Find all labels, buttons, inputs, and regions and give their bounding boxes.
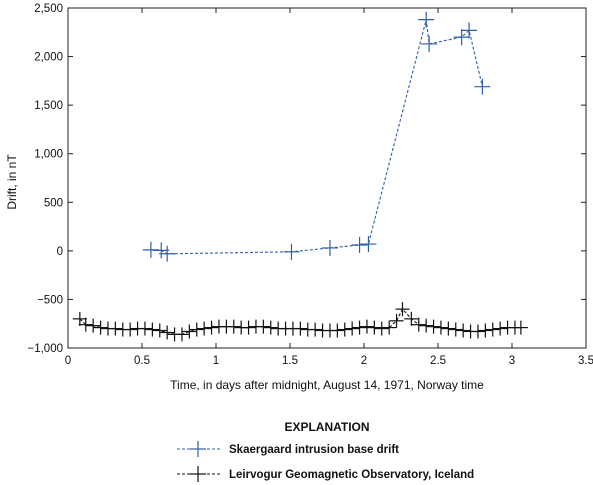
series-0-point (421, 35, 438, 52)
y-axis: −1,000 −500 0 500 1,000 1,500 2,000 2,500 (28, 3, 586, 355)
legend-label: Leirvogur Geomagnetic Observatory, Icela… (229, 469, 474, 481)
series-1-point (308, 322, 323, 337)
series-1-point (108, 321, 123, 336)
series-1-point (182, 324, 197, 339)
y-tick-label: 0 (57, 246, 63, 258)
series-1-point (86, 318, 101, 333)
series-1-point (123, 322, 138, 337)
y-tick-label: 1,500 (34, 100, 63, 112)
series-0-point (418, 11, 435, 28)
series-0-point (321, 239, 338, 256)
plot-area (67, 7, 587, 349)
series-1-point (513, 320, 528, 335)
x-tick-label: 2 (361, 355, 367, 367)
x-tick-label: 3.5 (578, 355, 593, 367)
series-1-point (359, 319, 374, 334)
series-0-point (360, 236, 377, 253)
series-1-point (337, 322, 352, 337)
series-line-0 (150, 19, 483, 255)
series-1-point (330, 323, 345, 338)
series-0-point (453, 29, 470, 46)
series-1-point (448, 322, 463, 337)
series-1-point (433, 320, 448, 335)
series-0-point (474, 78, 491, 95)
x-tick-label: 1.5 (282, 355, 298, 367)
series-1-point (145, 322, 160, 337)
series-1-point (404, 311, 419, 326)
series-1-point (152, 323, 167, 338)
x-tick-label: 0 (65, 355, 71, 367)
series-1-point (367, 320, 382, 335)
series-1-point (293, 321, 308, 336)
y-tick-label: 1,000 (34, 149, 63, 161)
y-tick-label: −500 (37, 294, 63, 306)
legend-title: EXPLANATION (284, 420, 369, 434)
series-1-point (411, 317, 426, 332)
series-1-point (352, 320, 367, 335)
x-tick-label: 3 (509, 355, 515, 367)
x-tick-label: 2.5 (430, 355, 446, 367)
series-1-point (174, 327, 189, 342)
y-tick-label: 500 (44, 197, 63, 209)
series-1-point (93, 320, 108, 335)
series-1-point (197, 321, 212, 336)
y-tick-label: −1,000 (28, 343, 64, 355)
series-1-point (78, 317, 93, 332)
legend: Skaergaard intrusion base drift Leirvogur… (177, 441, 474, 482)
series-1-point (256, 319, 271, 334)
x-axis-label: Time, in days after midnight, August 14,… (170, 378, 484, 392)
series-1-point (160, 325, 175, 340)
y-tick-label: 2,000 (34, 52, 63, 64)
series-1-point (493, 321, 508, 336)
x-tick-label: 1 (213, 355, 219, 367)
series-layer (72, 11, 528, 342)
series-1-point (456, 323, 471, 338)
series-1-point (389, 313, 404, 328)
series-0-point (461, 22, 478, 39)
legend-swatch-marker (190, 466, 206, 482)
series-1-point (485, 322, 500, 337)
series-1-point (426, 319, 441, 334)
series-0-point (283, 243, 300, 260)
series-1-point (72, 311, 87, 326)
series-1-point (395, 302, 410, 317)
series-1-point (189, 322, 204, 337)
series-1-point (204, 320, 219, 335)
series-1-point (226, 319, 241, 334)
series-1-point (382, 320, 397, 335)
series-1-point (263, 320, 278, 335)
series-1-point (345, 321, 360, 336)
legend-label: Skaergaard intrusion base drift (229, 444, 399, 456)
legend-swatch-marker (190, 441, 206, 457)
series-1-point (478, 323, 493, 338)
series-1-point (470, 324, 485, 339)
series-1-point (137, 321, 152, 336)
y-axis-label: Drift, in nT (5, 154, 19, 210)
series-0-point (351, 237, 368, 254)
series-1-point (441, 321, 456, 336)
series-0-point (159, 245, 176, 262)
series-1-point (241, 320, 256, 335)
x-axis: 0 0.5 1 1.5 2 2.5 3 3.5 (65, 8, 593, 367)
y-tick-label: 2,500 (34, 3, 63, 15)
plot-frame (67, 7, 587, 349)
x-tick-label: 0.5 (134, 355, 150, 367)
series-1-point (374, 321, 389, 336)
series-1-point (419, 318, 434, 333)
